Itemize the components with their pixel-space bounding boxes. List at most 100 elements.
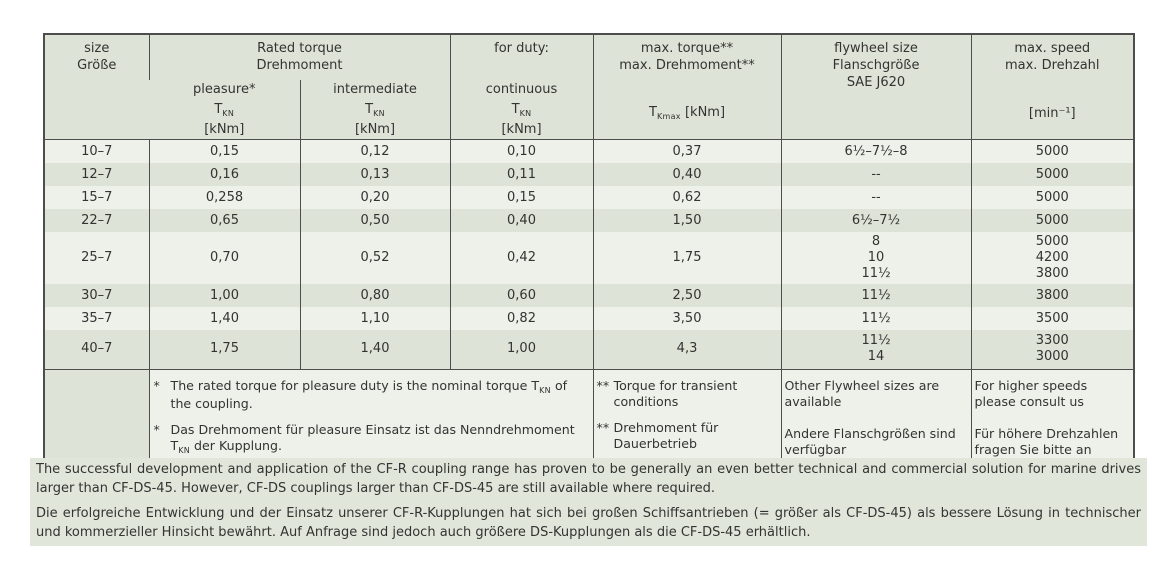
cell-size: 25–7: [44, 231, 149, 284]
header-knm-unit-continuous: [kNm]: [449, 120, 594, 140]
footnote-torque-de: ** Drehmoment für Dauerbetrieb: [596, 420, 719, 451]
cell-speed: 3500: [970, 306, 1135, 330]
footnote-torque-en: ** Torque for transient conditions: [596, 378, 738, 409]
header-rated-de: Drehmoment: [256, 58, 343, 73]
header-size: size Größe: [44, 34, 149, 140]
cell-size: 15–7: [44, 185, 149, 209]
cell-continuous: 1,00: [449, 329, 594, 370]
cell-size: 22–7: [44, 208, 149, 232]
footnote-flywheel-de: Andere Flanschgrößen sind verfügbar: [784, 426, 956, 457]
table-row: 12–7 0,16 0,13 0,11 0,40 -- 5000: [44, 162, 1135, 186]
cell-flywheel: 11½ 14: [780, 329, 972, 370]
header-knm-unit-pleasure: [kNm]: [149, 120, 300, 140]
header-tkn-symbol-continuous: TKN: [449, 100, 594, 120]
footnote-flywheel-en: Other Flywheel sizes are available: [784, 378, 940, 409]
table-row: 22–7 0,65 0,50 0,40 1,50 6½–7½ 5000: [44, 208, 1135, 232]
cell-size: 30–7: [44, 283, 149, 307]
header-max-torque-en: max. torque**: [640, 41, 734, 56]
header-tkn-symbol-intermediate: TKN: [299, 100, 451, 120]
cell-max-torque: 1,50: [592, 208, 782, 232]
cell-size: 10–7: [44, 139, 149, 163]
cell-intermediate: 1,10: [299, 306, 451, 330]
header-tkn-symbol-pleasure: TKN: [149, 100, 300, 120]
header-flywheel-de: Flanschgröße: [832, 58, 920, 73]
table-header-row-2: pleasure* intermediate continuous: [44, 80, 1134, 100]
table-header-row-3: TKN TKN TKN: [44, 100, 1134, 120]
cell-continuous: 0,10: [449, 139, 594, 163]
cell-intermediate: 0,20: [299, 185, 451, 209]
header-rated-torque: Rated torque Drehmoment: [148, 34, 451, 80]
footnote-rated-de: * Das Drehmoment für pleasure Einsatz is…: [153, 422, 575, 455]
cell-pleasure: 0,70: [148, 231, 300, 284]
header-pleasure: pleasure*: [149, 80, 300, 100]
header-size-en: size: [84, 41, 110, 56]
footnote-rated-en: * The rated torque for pleasure duty is …: [153, 378, 568, 411]
note-paragraph-en: The successful development and applicati…: [30, 458, 1147, 502]
cell-pleasure: 1,40: [148, 306, 300, 330]
coupling-spec-table: size Größe Rated torque Drehmoment for d…: [43, 33, 1136, 482]
header-max-speed: max. speed max. Drehzahl [min⁻¹]: [970, 34, 1135, 140]
header-flywheel-en: flywheel size: [834, 41, 918, 56]
cell-max-torque: 0,40: [592, 162, 782, 186]
header-knm-unit-intermediate: [kNm]: [299, 120, 451, 140]
cell-max-torque: 3,50: [592, 306, 782, 330]
header-intermediate: intermediate: [299, 80, 451, 100]
table-row: 25–7 0,70 0,52 0,42 1,75 8 10 11½ 5000 4…: [44, 231, 1135, 284]
cell-size: 40–7: [44, 329, 149, 370]
header-speed-unit: [min⁻¹]: [1028, 106, 1076, 121]
cell-intermediate: 0,50: [299, 208, 451, 232]
cell-speed: 5000: [970, 208, 1135, 232]
header-rated-en: Rated torque: [257, 41, 342, 56]
cell-size: 12–7: [44, 162, 149, 186]
cell-speed: 3300 3000: [970, 329, 1135, 370]
cell-intermediate: 0,12: [299, 139, 451, 163]
header-max-speed-en: max. speed: [1014, 41, 1091, 56]
header-max-torque: max. torque** max. Drehmoment** TKmax [k…: [592, 34, 782, 140]
cell-flywheel: 11½: [780, 306, 972, 330]
table-row: 10–7 0,15 0,12 0,10 0,37 6½–7½–8 5000: [44, 139, 1135, 163]
note-paragraph-de: Die erfolgreiche Entwicklung und der Ein…: [30, 502, 1147, 546]
cell-flywheel: 6½–7½: [780, 208, 972, 232]
cell-flywheel: 8 10 11½: [780, 231, 972, 284]
cell-intermediate: 0,52: [299, 231, 451, 284]
table-row: 40–7 1,75 1,40 1,00 4,3 11½ 14 3300 3000: [44, 329, 1135, 370]
header-for-duty: for duty:: [449, 34, 594, 80]
header-flywheel-sae: SAE J620: [846, 75, 906, 90]
header-max-speed-de: max. Drehzahl: [1004, 58, 1100, 73]
cell-speed: 5000: [970, 139, 1135, 163]
cell-speed: 5000 4200 3800: [970, 231, 1135, 284]
cell-flywheel: 6½–7½–8: [780, 139, 972, 163]
cell-max-torque: 1,75: [592, 231, 782, 284]
header-continuous: continuous: [449, 80, 594, 100]
table-row: 35–7 1,40 1,10 0,82 3,50 11½ 3500: [44, 306, 1135, 330]
cell-max-torque: 4,3: [592, 329, 782, 370]
table-header-row-4: [kNm] [kNm] [kNm]: [44, 120, 1134, 140]
cell-pleasure: 1,00: [148, 283, 300, 307]
cell-speed: 5000: [970, 185, 1135, 209]
cell-speed: 5000: [970, 162, 1135, 186]
cell-flywheel: --: [780, 162, 972, 186]
cell-continuous: 0,82: [449, 306, 594, 330]
cell-intermediate: 0,13: [299, 162, 451, 186]
header-tkmax-symbol: TKmax [kNm]: [648, 105, 726, 121]
cell-intermediate: 0,80: [299, 283, 451, 307]
cell-pleasure: 0,15: [148, 139, 300, 163]
cell-max-torque: 2,50: [592, 283, 782, 307]
cell-flywheel: --: [780, 185, 972, 209]
table-header-row-1: size Größe Rated torque Drehmoment for d…: [44, 34, 1135, 140]
header-size-de: Größe: [77, 58, 117, 73]
footnote-speed-de: Für höhere Drehzahlen fragen Sie bitte a…: [974, 426, 1119, 457]
cell-pleasure: 0,65: [148, 208, 300, 232]
header-flywheel-size: flywheel size Flanschgröße SAE J620: [780, 34, 972, 140]
cell-max-torque: 0,37: [592, 139, 782, 163]
cell-continuous: 0,40: [449, 208, 594, 232]
cell-continuous: 0,11: [449, 162, 594, 186]
table-row: 30–7 1,00 0,80 0,60 2,50 11½ 3800: [44, 283, 1135, 307]
cell-continuous: 0,15: [449, 185, 594, 209]
cell-max-torque: 0,62: [592, 185, 782, 209]
cell-continuous: 0,42: [449, 231, 594, 284]
header-max-torque-de: max. Drehmoment**: [619, 58, 755, 73]
cell-size: 35–7: [44, 306, 149, 330]
table-row: 15–7 0,258 0,20 0,15 0,62 -- 5000: [44, 185, 1135, 209]
